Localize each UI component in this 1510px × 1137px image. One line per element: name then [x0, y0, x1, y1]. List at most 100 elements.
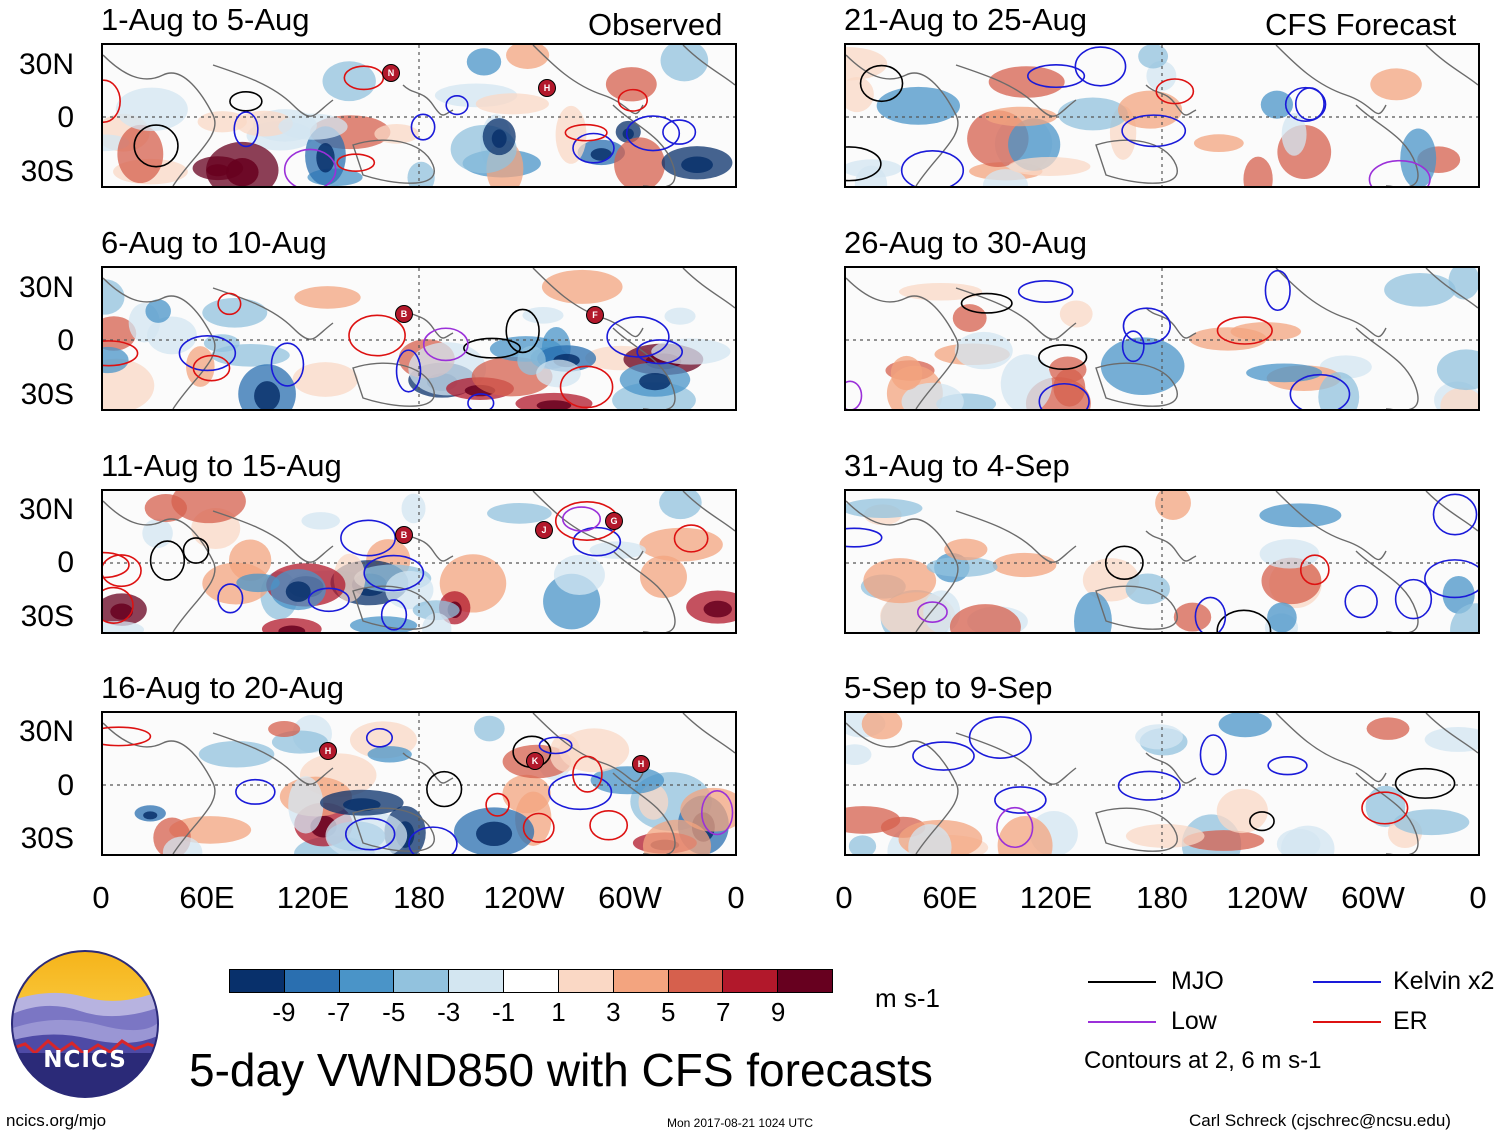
lon-label: 120W: [483, 880, 565, 915]
map-graphic: [103, 45, 735, 186]
lon-label: 120E: [1019, 880, 1093, 915]
panel-title-8: 5-Sep to 9-Sep: [844, 670, 1053, 705]
map-panel: [844, 43, 1480, 188]
ncics-logo-graphic: [11, 950, 159, 1098]
storm-marker: K: [526, 752, 544, 770]
panel-title-2: 6-Aug to 10-Aug: [101, 225, 327, 260]
lon-label: 0: [92, 880, 110, 915]
lon-label: 120W: [1226, 880, 1308, 915]
panel-title-7: 31-Aug to 4-Sep: [844, 448, 1070, 483]
lat-label-0: 0: [57, 546, 74, 579]
lat-label-30n: 30N: [18, 48, 74, 81]
storm-marker: G: [605, 512, 623, 530]
colorbar-tick-label: 1: [551, 997, 566, 1027]
storm-marker: H: [319, 742, 337, 760]
ncics-logo-text: NCICS: [43, 1047, 127, 1073]
panel-title-3: 11-Aug to 15-Aug: [101, 448, 342, 483]
map-graphic: [103, 713, 735, 854]
lat-label-30s: 30S: [20, 822, 74, 855]
colorbar: [229, 969, 833, 993]
legend-label-kelvin: Kelvin x2: [1393, 967, 1495, 995]
legend-line-kelvin: [1313, 981, 1381, 983]
lat-label-30s: 30S: [20, 600, 74, 633]
map-panel: [844, 266, 1480, 411]
storm-marker: H: [538, 79, 556, 97]
storm-marker: N: [382, 64, 400, 82]
lat-label-0: 0: [57, 101, 74, 134]
lon-label: 0: [835, 880, 853, 915]
storm-marker: B: [395, 526, 413, 544]
colorbar-units: m s-1: [875, 983, 940, 1013]
map-graphic: [103, 268, 735, 409]
storm-marker: H: [632, 755, 650, 773]
storm-marker: F: [586, 306, 604, 324]
lon-label: 60W: [1341, 880, 1405, 915]
footer-timestamp: Mon 2017-08-21 1024 UTC: [667, 1116, 814, 1130]
colorbar-swatch: [394, 970, 450, 992]
colorbar-tick-label: 7: [715, 997, 731, 1027]
lon-label: 0: [1469, 880, 1487, 915]
lat-label-0: 0: [57, 324, 74, 357]
cfs-forecast-label: CFS Forecast: [1265, 7, 1457, 42]
lon-label: 180: [393, 880, 445, 915]
lat-label-30s: 30S: [20, 155, 74, 188]
legend-label-mjo: MJO: [1171, 967, 1224, 995]
colorbar-swatch: [504, 970, 559, 992]
colorbar-swatch: [339, 970, 395, 992]
storm-marker: J: [535, 521, 553, 539]
colorbar-tick-label: 5: [661, 997, 676, 1027]
map-graphic: [846, 45, 1478, 186]
lat-label-30s: 30S: [20, 378, 74, 411]
lat-label-30n: 30N: [18, 493, 74, 526]
lon-label: 60E: [922, 880, 978, 915]
colorbar-swatch: [613, 970, 669, 992]
lon-label: 180: [1136, 880, 1188, 915]
panel-title-1: 1-Aug to 5-Aug: [101, 2, 310, 37]
colorbar-tick-label: -7: [327, 997, 351, 1027]
contour-note: Contours at 2, 6 m s-1: [1084, 1047, 1322, 1074]
map-panel: [844, 711, 1480, 856]
colorbar-tick-label: 3: [606, 997, 621, 1027]
panel-title-6: 26-Aug to 30-Aug: [844, 225, 1088, 260]
colorbar-tick-label: -3: [437, 997, 461, 1027]
ncics-logo[interactable]: NCICS: [10, 949, 160, 1099]
lat-label-30n: 30N: [18, 715, 74, 748]
lon-label: 60E: [179, 880, 235, 915]
panel-title-4: 16-Aug to 20-Aug: [101, 670, 345, 705]
map-graphic: [846, 713, 1478, 854]
colorbar-swatch: [284, 970, 340, 992]
storm-marker: B: [395, 305, 413, 323]
legend-line-mjo: [1088, 981, 1156, 983]
colorbar-swatch: [449, 970, 505, 992]
lat-label-0: 0: [57, 769, 74, 802]
map-panel: [844, 489, 1480, 634]
lat-label-30n: 30N: [18, 271, 74, 304]
footer-url[interactable]: ncics.org/mjo: [6, 1111, 107, 1130]
colorbar-swatch: [558, 970, 614, 992]
map-graphic: [846, 491, 1478, 632]
lon-label: 0: [727, 880, 745, 915]
colorbar-tick-label: -9: [272, 997, 296, 1027]
legend-label-er: ER: [1393, 1007, 1428, 1035]
observed-label: Observed: [588, 7, 723, 42]
panel-title-5: 21-Aug to 25-Aug: [844, 2, 1088, 37]
colorbar-tick-label: -5: [382, 997, 406, 1027]
colorbar-tick-label: -1: [491, 997, 516, 1027]
chart-title: 5-day VWND850 with CFS forecasts: [189, 1044, 933, 1096]
legend-label-low: Low: [1171, 1007, 1217, 1035]
footer-credit: Carl Schreck (cjschrec@ncsu.edu): [1189, 1111, 1451, 1130]
map-graphic: [846, 268, 1478, 409]
colorbar-swatch: [778, 970, 832, 992]
legend-line-low: [1088, 1021, 1156, 1023]
lon-label: 60W: [598, 880, 662, 915]
colorbar-swatch: [230, 970, 285, 992]
colorbar-tick-label: 9: [770, 997, 786, 1027]
legend-line-er: [1313, 1021, 1381, 1023]
map-graphic: [103, 491, 735, 632]
colorbar-swatch: [723, 970, 779, 992]
colorbar-swatch: [668, 970, 724, 992]
lon-label: 120E: [276, 880, 350, 915]
